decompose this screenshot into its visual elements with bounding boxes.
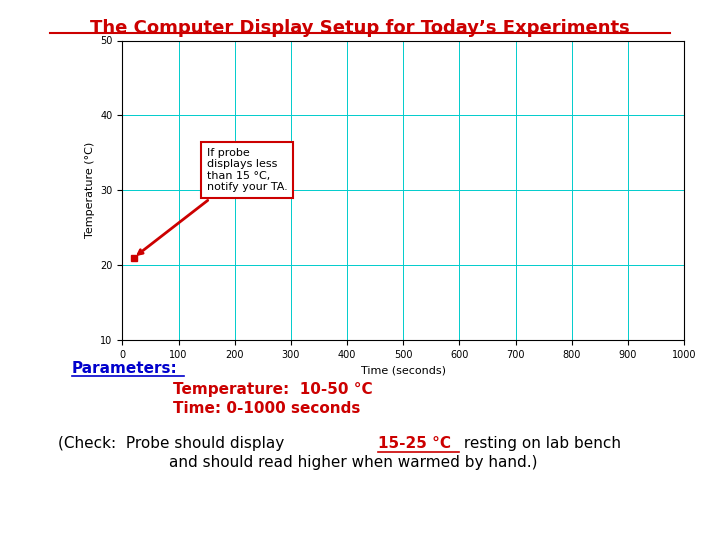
Text: and should read higher when warmed by hand.): and should read higher when warmed by ha… bbox=[169, 455, 538, 470]
Y-axis label: Temperature (°C): Temperature (°C) bbox=[85, 142, 95, 239]
Text: (Check:  Probe should display: (Check: Probe should display bbox=[58, 436, 289, 451]
Text: Temperature:  10-50 °C: Temperature: 10-50 °C bbox=[173, 382, 372, 397]
Text: resting on lab bench: resting on lab bench bbox=[459, 436, 621, 451]
Text: Time: 0-1000 seconds: Time: 0-1000 seconds bbox=[173, 401, 360, 416]
Text: Parameters:: Parameters: bbox=[72, 361, 178, 376]
Text: If probe
displays less
than 15 °C,
notify your TA.: If probe displays less than 15 °C, notif… bbox=[138, 147, 287, 254]
X-axis label: Time (seconds): Time (seconds) bbox=[361, 366, 446, 375]
Text: The Computer Display Setup for Today’s Experiments: The Computer Display Setup for Today’s E… bbox=[90, 19, 630, 37]
Text: 15-25 °C: 15-25 °C bbox=[378, 436, 451, 451]
